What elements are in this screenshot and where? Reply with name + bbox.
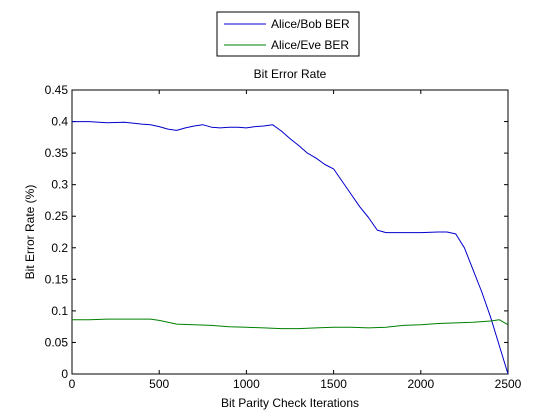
y-tick-label: 0.45 [45,83,69,97]
x-axis-label: Bit Parity Check Iterations [221,396,359,410]
x-tick-label: 1000 [233,377,260,391]
series-line-alice-bob [72,121,509,375]
series-line-alice-eve [72,318,509,330]
x-tick-label: 2000 [407,377,434,391]
y-tick-label: 0.15 [45,272,69,286]
legend: Alice/Bob BER Alice/Eve BER [216,11,360,57]
y-tick-label: 0.05 [45,335,69,349]
x-tick-label: 1500 [320,377,347,391]
y-tick-label: 0.4 [51,115,68,129]
y-tick-label: 0.25 [45,209,69,223]
series-layer [72,121,509,375]
y-tick-label: 0.35 [45,146,69,160]
legend-label-alice-bob: Alice/Bob BER [271,17,350,31]
x-tick-label: 2500 [495,377,522,391]
y-tick-label: 0.2 [51,241,68,255]
y-axis-label: Bit Error Rate (%) [23,185,37,280]
x-tick-label: 500 [149,377,169,391]
y-tick-label: 0.3 [51,178,68,192]
legend-box [216,11,360,57]
y-tick-label: 0.1 [51,304,68,318]
x-tick-label: 0 [69,377,76,391]
chart-title: Bit Error Rate [254,67,327,81]
y-tick-label: 0 [61,367,68,381]
legend-label-alice-eve: Alice/Eve BER [271,38,349,52]
axis-ticks: 0 500 1000 1500 2000 2500 0 0.05 0.1 0.15 0.2 0.25 0… [45,83,522,391]
